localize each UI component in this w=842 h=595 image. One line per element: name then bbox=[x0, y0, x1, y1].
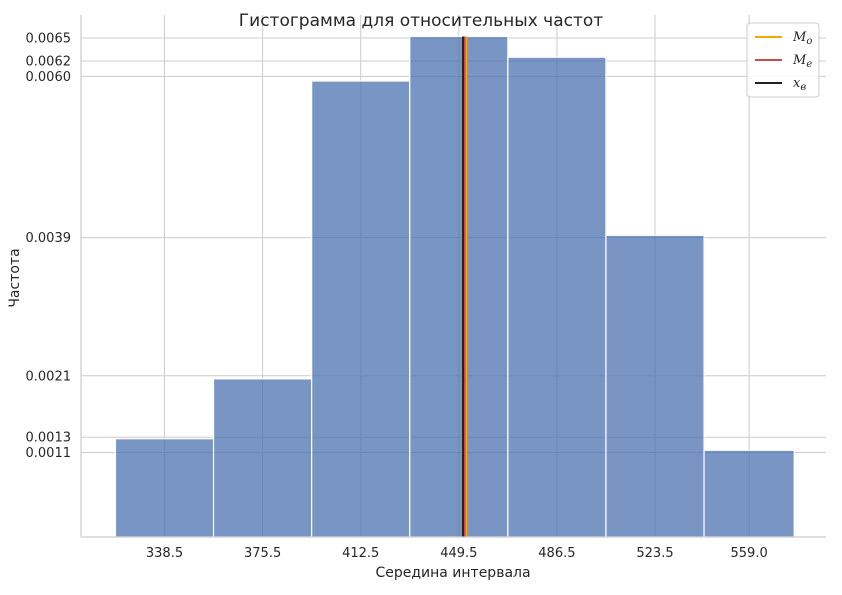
histogram-bar bbox=[114, 438, 215, 538]
x-tick-label: 412.5 bbox=[342, 546, 379, 561]
x-tick-label: 375.5 bbox=[244, 546, 281, 561]
x-tick-labels: 338.5 375.5 412.5 449.5 486.5 523.5 559.0 bbox=[146, 546, 768, 561]
x-tick-label: 449.5 bbox=[440, 546, 477, 561]
y-axis-title: Частота bbox=[7, 248, 23, 307]
x-tick-label: 559.0 bbox=[731, 546, 768, 561]
x-tick-label: 338.5 bbox=[146, 546, 183, 561]
y-tick-label: 0.0065 bbox=[26, 32, 72, 47]
histogram-bar bbox=[703, 449, 795, 538]
y-tick-label: 0.0021 bbox=[26, 369, 72, 384]
histogram-bar bbox=[507, 56, 607, 538]
x-axis-title: Середина интервала bbox=[375, 565, 530, 581]
y-tick-label: 0.0060 bbox=[26, 70, 72, 85]
y-tick-label: 0.0013 bbox=[26, 431, 72, 446]
legend-box bbox=[746, 22, 820, 98]
histogram-bar bbox=[409, 35, 509, 538]
y-tick-label: 0.0011 bbox=[26, 446, 72, 461]
histogram-bar bbox=[605, 234, 705, 538]
histogram-bar bbox=[311, 80, 411, 538]
reference-lines bbox=[462, 36, 468, 537]
chart-title: Гистограмма для относительных частот bbox=[239, 11, 604, 31]
bars bbox=[114, 35, 795, 538]
x-tick-label: 523.5 bbox=[636, 546, 673, 561]
x-tick-label: 486.5 bbox=[538, 546, 575, 561]
y-tick-label: 0.0062 bbox=[26, 55, 72, 70]
y-tick-label: 0.0039 bbox=[26, 231, 72, 246]
histogram-bar bbox=[212, 378, 313, 538]
